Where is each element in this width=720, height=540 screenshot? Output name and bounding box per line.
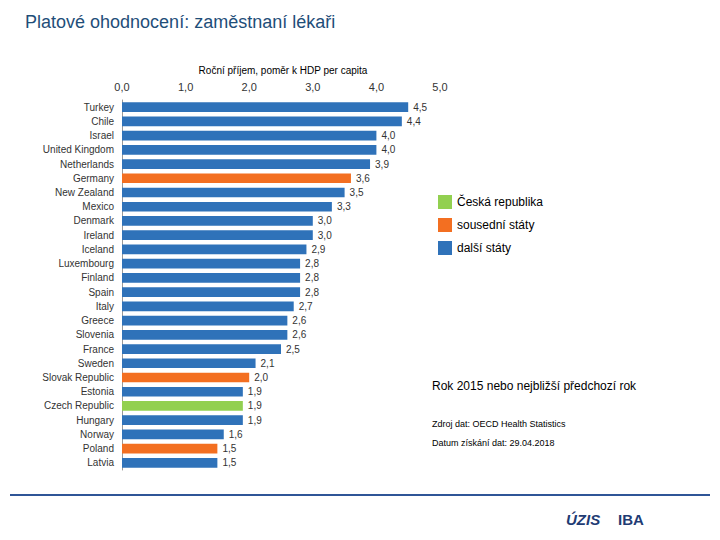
svg-text:3,0: 3,0	[318, 215, 332, 226]
svg-text:Luxembourg: Luxembourg	[58, 258, 114, 269]
svg-text:Hungary: Hungary	[76, 415, 114, 426]
svg-text:IBA: IBA	[618, 511, 644, 528]
svg-text:1,5: 1,5	[222, 443, 236, 454]
svg-text:sousední státy: sousední státy	[457, 218, 534, 232]
svg-text:Datum získání dat: 29.04.2018: Datum získání dat: 29.04.2018	[432, 438, 555, 448]
svg-text:3,9: 3,9	[375, 159, 389, 170]
svg-text:Israel: Israel	[90, 130, 114, 141]
svg-text:Turkey: Turkey	[84, 102, 114, 113]
svg-text:0,0: 0,0	[114, 81, 129, 93]
svg-text:4,0: 4,0	[381, 130, 395, 141]
svg-text:Netherlands: Netherlands	[60, 159, 114, 170]
svg-text:Mexico: Mexico	[82, 201, 114, 212]
svg-text:3,3: 3,3	[337, 201, 351, 212]
svg-text:2,8: 2,8	[305, 258, 319, 269]
svg-text:2,1: 2,1	[261, 358, 275, 369]
svg-text:další státy: další státy	[457, 241, 511, 255]
svg-text:Roční příjem, poměr k HDP per: Roční příjem, poměr k HDP per capita	[199, 65, 368, 76]
svg-text:ÚZIS: ÚZIS	[566, 511, 600, 528]
svg-text:Poland: Poland	[83, 443, 114, 454]
svg-text:4,4: 4,4	[407, 116, 421, 127]
svg-text:1,9: 1,9	[248, 415, 262, 426]
svg-text:Czech Republic: Czech Republic	[44, 400, 114, 411]
svg-text:2,9: 2,9	[311, 244, 325, 255]
svg-text:2,8: 2,8	[305, 272, 319, 283]
svg-text:United Kingdom: United Kingdom	[43, 144, 114, 155]
svg-text:4,0: 4,0	[381, 144, 395, 155]
svg-text:Platové ohodnocení: zaměstnaní: Platové ohodnocení: zaměstnaní lékaři	[25, 12, 335, 32]
svg-text:Slovenia: Slovenia	[76, 329, 115, 340]
svg-text:Česká republika: Česká republika	[457, 194, 543, 209]
svg-text:1,5: 1,5	[222, 457, 236, 468]
svg-text:Latvia: Latvia	[87, 457, 114, 468]
svg-text:5,0: 5,0	[432, 81, 447, 93]
svg-text:Chile: Chile	[91, 116, 114, 127]
svg-text:Italy: Italy	[96, 301, 114, 312]
svg-text:Greece: Greece	[81, 315, 114, 326]
svg-text:2,5: 2,5	[286, 344, 300, 355]
svg-text:Ireland: Ireland	[83, 230, 114, 241]
svg-text:3,0: 3,0	[305, 81, 320, 93]
svg-text:4,0: 4,0	[369, 81, 384, 93]
svg-text:1,6: 1,6	[229, 429, 243, 440]
svg-text:3,0: 3,0	[318, 230, 332, 241]
svg-text:Estonia: Estonia	[81, 386, 115, 397]
svg-text:Iceland: Iceland	[82, 244, 114, 255]
svg-text:2,0: 2,0	[254, 372, 268, 383]
svg-text:4,5: 4,5	[413, 102, 427, 113]
svg-text:1,9: 1,9	[248, 386, 262, 397]
svg-text:New Zealand: New Zealand	[55, 187, 114, 198]
svg-text:Slovak Republic: Slovak Republic	[42, 372, 114, 383]
svg-text:2,6: 2,6	[292, 315, 306, 326]
svg-text:France: France	[83, 344, 115, 355]
svg-text:2,8: 2,8	[305, 287, 319, 298]
svg-text:Finland: Finland	[81, 272, 114, 283]
svg-text:2,6: 2,6	[292, 329, 306, 340]
svg-text:2,7: 2,7	[299, 301, 313, 312]
svg-text:Norway: Norway	[80, 429, 114, 440]
svg-text:Germany: Germany	[73, 173, 114, 184]
svg-text:Rok 2015 nebo nejbližší předch: Rok 2015 nebo nejbližší předchozí rok	[432, 379, 637, 393]
svg-text:1,0: 1,0	[178, 81, 193, 93]
svg-text:1,9: 1,9	[248, 400, 262, 411]
svg-text:Spain: Spain	[88, 287, 114, 298]
svg-text:3,5: 3,5	[350, 187, 364, 198]
svg-text:2,0: 2,0	[242, 81, 257, 93]
svg-text:Denmark: Denmark	[73, 215, 115, 226]
svg-text:Zdroj dat: OECD Health Statist: Zdroj dat: OECD Health Statistics	[432, 419, 566, 429]
svg-text:3,6: 3,6	[356, 173, 370, 184]
svg-text:Sweden: Sweden	[78, 358, 114, 369]
